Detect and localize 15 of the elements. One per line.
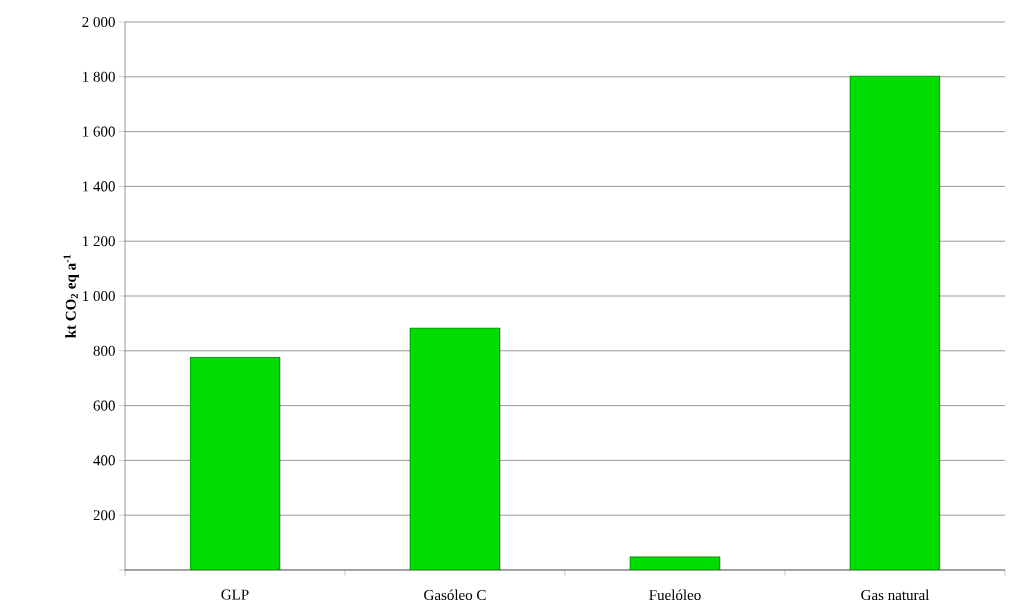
y-tick-label: 400 [93, 455, 115, 466]
y-tick-label: 800 [93, 345, 115, 356]
y-tick-label: 200 [93, 510, 115, 521]
y-tick-label: 1 600 [83, 126, 115, 137]
y-tick-label: 600 [93, 400, 115, 411]
y-tick-label: 1 400 [83, 181, 115, 192]
y-tick-label: 1 800 [83, 71, 115, 82]
x-tick-label: GLP [221, 589, 249, 600]
y-tick-label: 2 000 [82, 16, 115, 28]
y-tick-label: 1 000 [83, 290, 115, 302]
x-tick-label: Gas natural [861, 589, 930, 601]
x-tick-label: Gasóleo C [424, 589, 486, 601]
y-tick-label: 1 200 [83, 236, 115, 247]
x-tick-label: Fuelóleo [649, 589, 701, 601]
y-axis-title: kt CO$_{2}$ eq a$^{-1}$ [63, 254, 79, 338]
